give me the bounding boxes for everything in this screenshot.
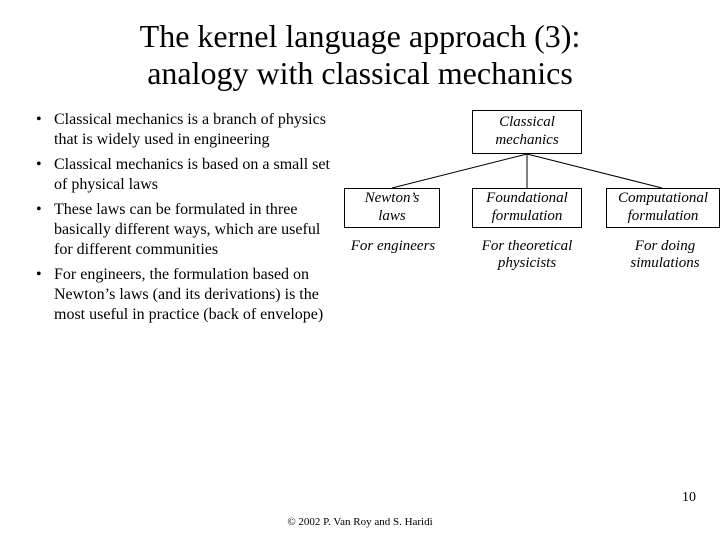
bullet-text: Classical mechanics is a branch of physi…	[54, 110, 334, 150]
content-row: •Classical mechanics is a branch of phys…	[36, 110, 684, 350]
diagram-child-box: Computational formulation	[606, 188, 720, 228]
bullet-item: •Classical mechanics is based on a small…	[36, 155, 334, 195]
bullet-text: For engineers, the formulation based on …	[54, 265, 334, 325]
bullet-text: These laws can be formulated in three ba…	[54, 200, 334, 260]
diagram-connector-line	[527, 154, 662, 188]
bullet-dot: •	[36, 110, 54, 150]
diagram-child-caption: For theoretical physicists	[472, 238, 582, 273]
diagram-column: Classical mechanicsNewton’s lawsFor engi…	[342, 110, 684, 350]
slide-title: The kernel language approach (3): analog…	[36, 18, 684, 92]
slide: The kernel language approach (3): analog…	[0, 0, 720, 540]
diagram-root-box: Classical mechanics	[472, 110, 582, 154]
bullet-text: Classical mechanics is based on a small …	[54, 155, 334, 195]
title-line-1: The kernel language approach (3):	[140, 18, 581, 54]
bullets-column: •Classical mechanics is a branch of phys…	[36, 110, 334, 350]
bullet-dot: •	[36, 265, 54, 325]
diagram-child-box: Newton’s laws	[344, 188, 440, 228]
bullet-item: •Classical mechanics is a branch of phys…	[36, 110, 334, 150]
bullet-item: •These laws can be formulated in three b…	[36, 200, 334, 260]
bullet-dot: •	[36, 155, 54, 195]
bullet-list: •Classical mechanics is a branch of phys…	[36, 110, 334, 325]
diagram-child-caption: For engineers	[338, 238, 448, 255]
copyright-text: © 2002 P. Van Roy and S. Haridi	[0, 516, 720, 528]
diagram-connector-line	[392, 154, 527, 188]
diagram-child-caption: For doing simulations	[610, 238, 720, 273]
page-number: 10	[682, 490, 696, 506]
bullet-dot: •	[36, 200, 54, 260]
tree-diagram: Classical mechanicsNewton’s lawsFor engi…	[342, 110, 684, 350]
bullet-item: •For engineers, the formulation based on…	[36, 265, 334, 325]
diagram-child-box: Foundational formulation	[472, 188, 582, 228]
title-line-2: analogy with classical mechanics	[147, 55, 573, 91]
